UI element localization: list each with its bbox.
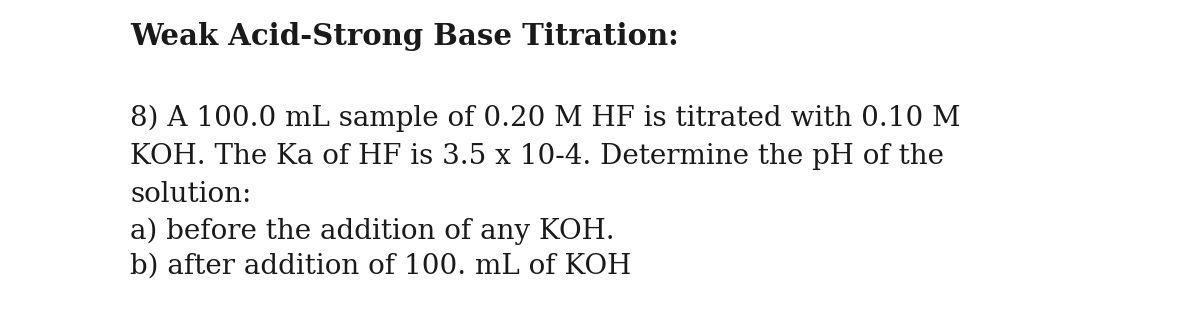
Text: solution:: solution: [130, 181, 251, 208]
Text: 8) A 100.0 mL sample of 0.20 M HF is titrated with 0.10 M: 8) A 100.0 mL sample of 0.20 M HF is tit… [130, 105, 960, 132]
Text: b) after addition of 100. mL of KOH: b) after addition of 100. mL of KOH [130, 253, 631, 280]
Text: KOH. The Ka of HF is 3.5 x 10-4. Determine the pH of the: KOH. The Ka of HF is 3.5 x 10-4. Determi… [130, 143, 944, 170]
Text: a) before the addition of any KOH.: a) before the addition of any KOH. [130, 218, 614, 245]
Text: Weak Acid-Strong Base Titration:: Weak Acid-Strong Base Titration: [130, 22, 679, 51]
